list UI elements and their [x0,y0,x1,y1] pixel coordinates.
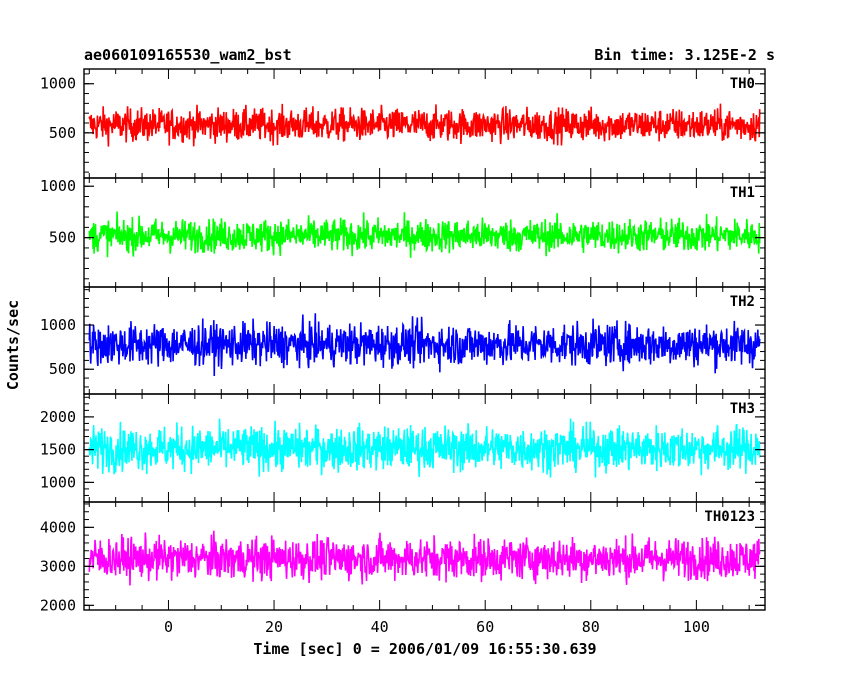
panel-label: TH0123 [704,509,755,525]
x-axis: 0 20 40 60 80 100 [164,618,710,636]
x-tick-label: 80 [582,618,600,636]
panels-group: 500 1000 TH0 500 1000 TH1 500 1000 TH2 1000 1500 20… [40,68,766,614]
y-tick-label: 1500 [40,441,76,459]
panel-label: TH2 [730,294,755,310]
y-tick-label: 3000 [40,557,76,575]
y-tick-label: 500 [49,360,76,378]
x-tick-label: 100 [683,618,710,636]
y-tick-label: 1000 [40,473,76,491]
y-tick-label: 1000 [40,177,76,195]
x-tick-label: 60 [476,618,494,636]
y-axis-label: Counts/sec [4,300,22,390]
y-tick-label: 500 [49,229,76,247]
panel-label: TH1 [730,185,755,201]
panel-label: TH3 [730,401,755,417]
y-tick-label: 4000 [40,518,76,536]
series-line-th1 [88,211,761,258]
panel-th2: 500 1000 TH2 [40,286,766,395]
panel-label: TH0 [730,76,755,92]
y-tick-label: 2000 [40,408,76,426]
panel-frame [83,501,766,611]
x-tick-label: 40 [371,618,389,636]
series-line-th0 [88,103,761,147]
panel-th0: 500 1000 TH0 [40,68,766,179]
x-tick-label: 0 [164,618,173,636]
y-tick-label: 1000 [40,316,76,334]
y-tick-label: 1000 [40,75,76,93]
chart-title-right: Bin time: 3.125E-2 s [594,46,775,64]
panel-th1: 500 1000 TH1 [40,177,766,288]
panel-th0123: 2000 3000 4000 TH0123 [40,501,766,614]
series-line-th3 [88,418,761,478]
x-tick-label: 20 [265,618,283,636]
y-tick-label: 500 [49,124,76,142]
series-line-th0123 [88,530,761,586]
panel-th3: 1000 1500 2000 TH3 [40,393,766,503]
y-tick-label: 2000 [40,596,76,614]
chart-title-left: ae060109165530_wam2_bst [84,46,292,64]
x-axis-label: Time [sec] 0 = 2006/01/09 16:55:30.639 [253,640,596,658]
series-line-th2 [88,313,761,377]
